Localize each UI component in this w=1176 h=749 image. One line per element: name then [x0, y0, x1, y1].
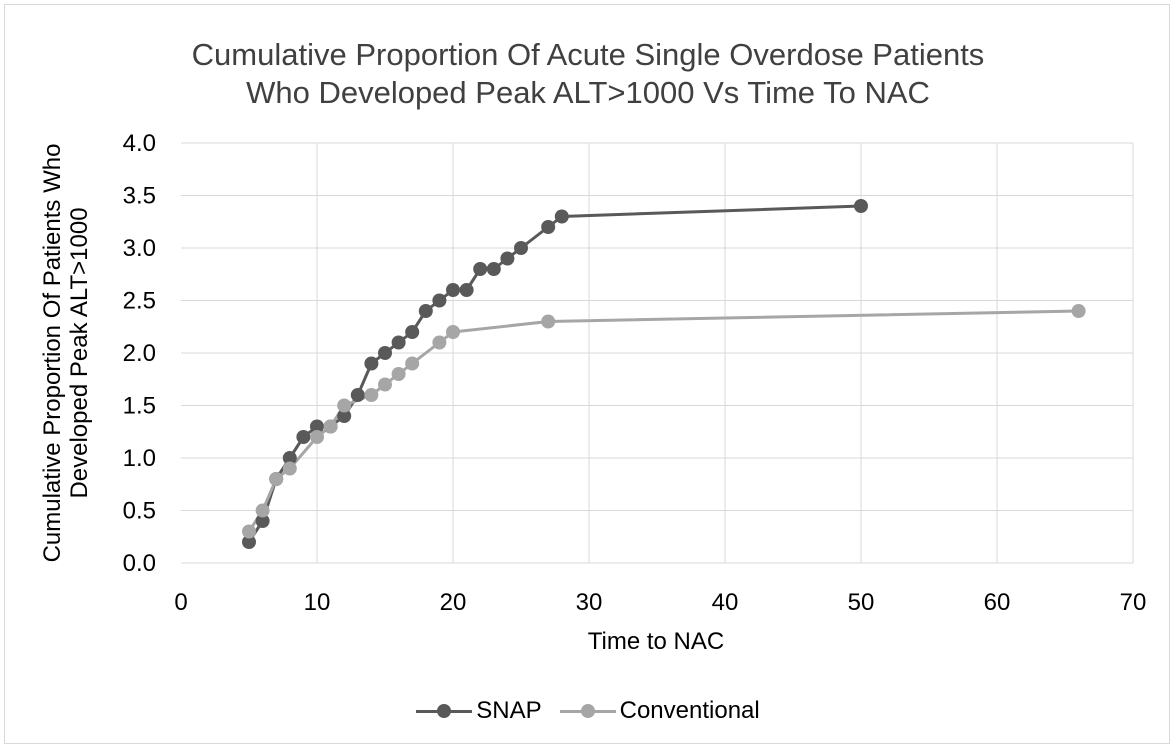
chart-title-line-1: Cumulative Proportion Of Acute Single Ov… — [191, 37, 985, 72]
y-tick-label: 4.0 — [123, 130, 156, 157]
data-point-snap — [541, 220, 556, 234]
data-point-conventional — [405, 356, 420, 371]
legend-item-snap: SNAP — [416, 697, 542, 725]
x-tick-label: 70 — [1120, 589, 1147, 616]
y-tick-label: 0.0 — [123, 550, 156, 577]
data-point-conventional — [282, 461, 297, 476]
x-axis-title: Time to NAC — [588, 628, 724, 655]
data-point-conventional — [269, 472, 284, 486]
data-point-snap — [514, 241, 528, 255]
data-point-conventional — [378, 377, 392, 392]
data-point-snap — [500, 251, 515, 266]
x-tick-label: 60 — [984, 589, 1011, 616]
x-tick-label: 50 — [848, 589, 875, 616]
legend-item-conventional: Conventional — [559, 697, 760, 725]
data-point-snap — [432, 293, 447, 308]
legend: SNAP Conventional — [0, 697, 1176, 725]
data-point-snap — [486, 262, 501, 276]
data-point-conventional — [446, 325, 460, 339]
data-point-snap — [282, 451, 297, 465]
data-point-conventional — [364, 388, 379, 402]
data-point-snap — [350, 388, 365, 402]
y-tick-label: 3.5 — [123, 183, 156, 210]
y-tick-label: 0.5 — [123, 498, 156, 525]
data-point-snap — [473, 262, 488, 276]
data-point-conventional — [242, 524, 256, 539]
x-tick-label: 10 — [304, 589, 331, 616]
data-point-conventional — [541, 314, 556, 329]
legend-swatch-snap — [416, 699, 473, 723]
data-point-conventional — [255, 503, 270, 518]
data-point-conventional — [337, 398, 352, 413]
series-line-conventional — [247, 309, 1079, 533]
data-point-conventional — [323, 419, 338, 434]
data-point-snap — [418, 304, 433, 318]
x-tick-label: 0 — [174, 589, 187, 616]
data-point-conventional — [310, 430, 324, 444]
data-point-snap — [405, 325, 420, 339]
y-tick-label: 2.0 — [123, 340, 156, 367]
data-point-snap — [854, 199, 868, 213]
y-tick-label: 1.0 — [123, 445, 156, 472]
data-point-snap — [337, 409, 352, 423]
data-point-conventional — [391, 367, 406, 381]
legend-swatch-conventional — [559, 699, 616, 723]
y-axis-title-line-1: Cumulative Proportion Of Patients Who — [39, 144, 66, 563]
data-point-snap — [391, 335, 406, 350]
data-point-snap — [364, 356, 379, 371]
data-point-conventional — [1071, 304, 1086, 318]
x-tick-label: 20 — [440, 589, 467, 616]
legend-label-conventional: Conventional — [619, 697, 760, 724]
x-tick-label: 30 — [576, 589, 603, 616]
data-point-snap — [554, 209, 569, 224]
data-point-snap — [255, 514, 270, 528]
y-axis-title-line-2: Developed Peak ALT>1000 — [66, 207, 93, 498]
data-point-snap — [242, 535, 256, 549]
data-point-snap — [459, 283, 474, 297]
y-tick-label: 2.5 — [123, 288, 156, 315]
data-point-snap — [378, 346, 392, 360]
x-tick-label: 40 — [712, 589, 739, 616]
chart-title: Cumulative Proportion Of Acute Single Ov… — [0, 36, 1176, 112]
y-tick-label: 3.0 — [123, 235, 156, 262]
data-point-conventional — [432, 335, 447, 350]
chart-frame — [4, 4, 1170, 744]
series-line-snap — [247, 204, 862, 543]
data-point-snap — [310, 419, 324, 434]
data-point-snap — [296, 430, 311, 444]
chart-title-line-2: Who Developed Peak ALT>1000 Vs Time To N… — [246, 75, 930, 110]
y-tick-label: 1.5 — [123, 393, 156, 420]
data-point-snap — [446, 283, 460, 297]
legend-label-snap: SNAP — [476, 697, 542, 724]
